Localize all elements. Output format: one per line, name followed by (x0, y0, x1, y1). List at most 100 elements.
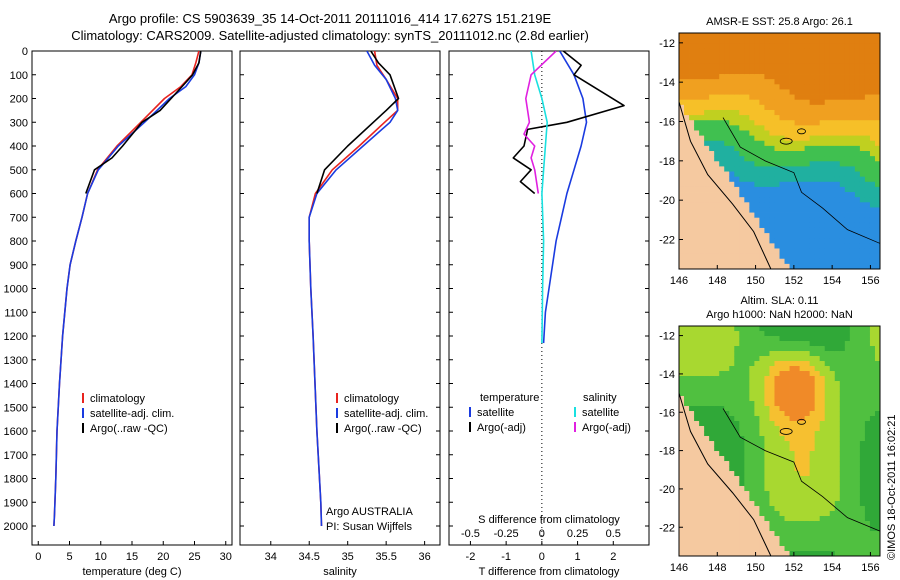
map-cell (869, 391, 876, 397)
map-cell (869, 104, 876, 111)
map-cell (869, 516, 876, 522)
map-cell (819, 94, 826, 101)
map-cell (709, 115, 715, 121)
map-cell (714, 161, 720, 167)
map-cell (849, 371, 856, 377)
map-cell (869, 436, 876, 442)
map-cell (864, 176, 871, 183)
map-cell (694, 436, 700, 442)
map-cell (799, 546, 806, 552)
map-cell (749, 516, 755, 522)
map-cell (714, 406, 720, 412)
map-cell (734, 227, 740, 234)
map-cell (804, 233, 811, 239)
map-cell (714, 501, 720, 507)
map-cell (724, 501, 730, 507)
map-cell (789, 491, 795, 497)
map-cell (684, 406, 690, 412)
map-cell (734, 104, 740, 111)
map-cell (749, 546, 755, 552)
map-cell (809, 104, 816, 111)
map-cell (784, 171, 790, 178)
map-cell (759, 53, 765, 60)
map-cell (779, 186, 785, 193)
map-cell (874, 63, 881, 70)
map-cell (829, 521, 836, 527)
map-cell (839, 151, 846, 157)
map-cell (714, 396, 720, 402)
map-cell (704, 501, 710, 507)
map-cell (784, 501, 790, 507)
map-cell (859, 471, 866, 477)
map-cell (834, 541, 841, 547)
map-cell (874, 381, 881, 387)
map-cell (769, 33, 775, 39)
map-cell (844, 436, 851, 442)
map-cell (774, 94, 780, 101)
map-cell (824, 501, 831, 507)
map-cell (769, 421, 775, 427)
map-cell (844, 406, 851, 412)
map-cell (834, 248, 841, 255)
map-cell (804, 416, 811, 422)
map-cell (799, 536, 806, 542)
map-cell (769, 336, 775, 342)
map-cell (789, 38, 795, 44)
map-cell (769, 506, 775, 512)
map-cell (804, 406, 811, 412)
map-cell (679, 546, 685, 552)
map-cell (724, 396, 730, 402)
map-cell (724, 171, 730, 178)
map-cell (749, 120, 755, 126)
map-cell (724, 207, 730, 213)
map-cell (779, 166, 785, 172)
map-cell (874, 336, 881, 342)
map-cell (744, 207, 750, 213)
map-cell (769, 516, 775, 522)
map-cell (844, 471, 851, 477)
map-cell (869, 63, 876, 70)
difference-panel: -2 -1 0 1 2-0.5 -0.25 0 0.25 0.5S difference fro… (448, 50, 650, 578)
map-cell (734, 436, 740, 442)
map-cell (844, 491, 851, 497)
map-cell (829, 331, 836, 337)
map-cell (739, 401, 745, 407)
map-cell (844, 258, 851, 265)
map-cell (789, 356, 795, 362)
map-cell (779, 446, 785, 452)
map-cell (839, 33, 846, 39)
map-cell (849, 426, 856, 432)
map-cell (864, 471, 871, 477)
map-cell (814, 115, 821, 121)
map-cell (719, 140, 725, 147)
map-cell (734, 506, 740, 512)
map-cell (844, 371, 851, 377)
map-cell (724, 471, 730, 477)
map-cell (699, 99, 705, 106)
map-cell (759, 33, 765, 39)
map-cell (764, 248, 770, 255)
map-cell (694, 456, 700, 462)
map-cell (824, 481, 831, 487)
map-cell (819, 84, 826, 90)
map-cell (739, 376, 745, 382)
map-cell (774, 536, 780, 542)
map-cell (754, 456, 760, 462)
map-cell (834, 346, 841, 352)
map-cell (834, 526, 841, 532)
map-cell (694, 486, 700, 492)
map-cell (819, 446, 826, 452)
map-cell (754, 151, 760, 157)
map-cell (694, 58, 700, 65)
map-cell (799, 197, 806, 203)
series-group (53, 51, 202, 527)
map-cell (774, 84, 780, 90)
map-cell (724, 526, 730, 532)
map-cell (869, 411, 876, 417)
map-cell (859, 38, 866, 44)
map-cell (744, 161, 750, 167)
map-cell (769, 531, 775, 537)
map-cell (764, 501, 770, 507)
series-group (308, 51, 400, 527)
map-cell (764, 161, 770, 167)
